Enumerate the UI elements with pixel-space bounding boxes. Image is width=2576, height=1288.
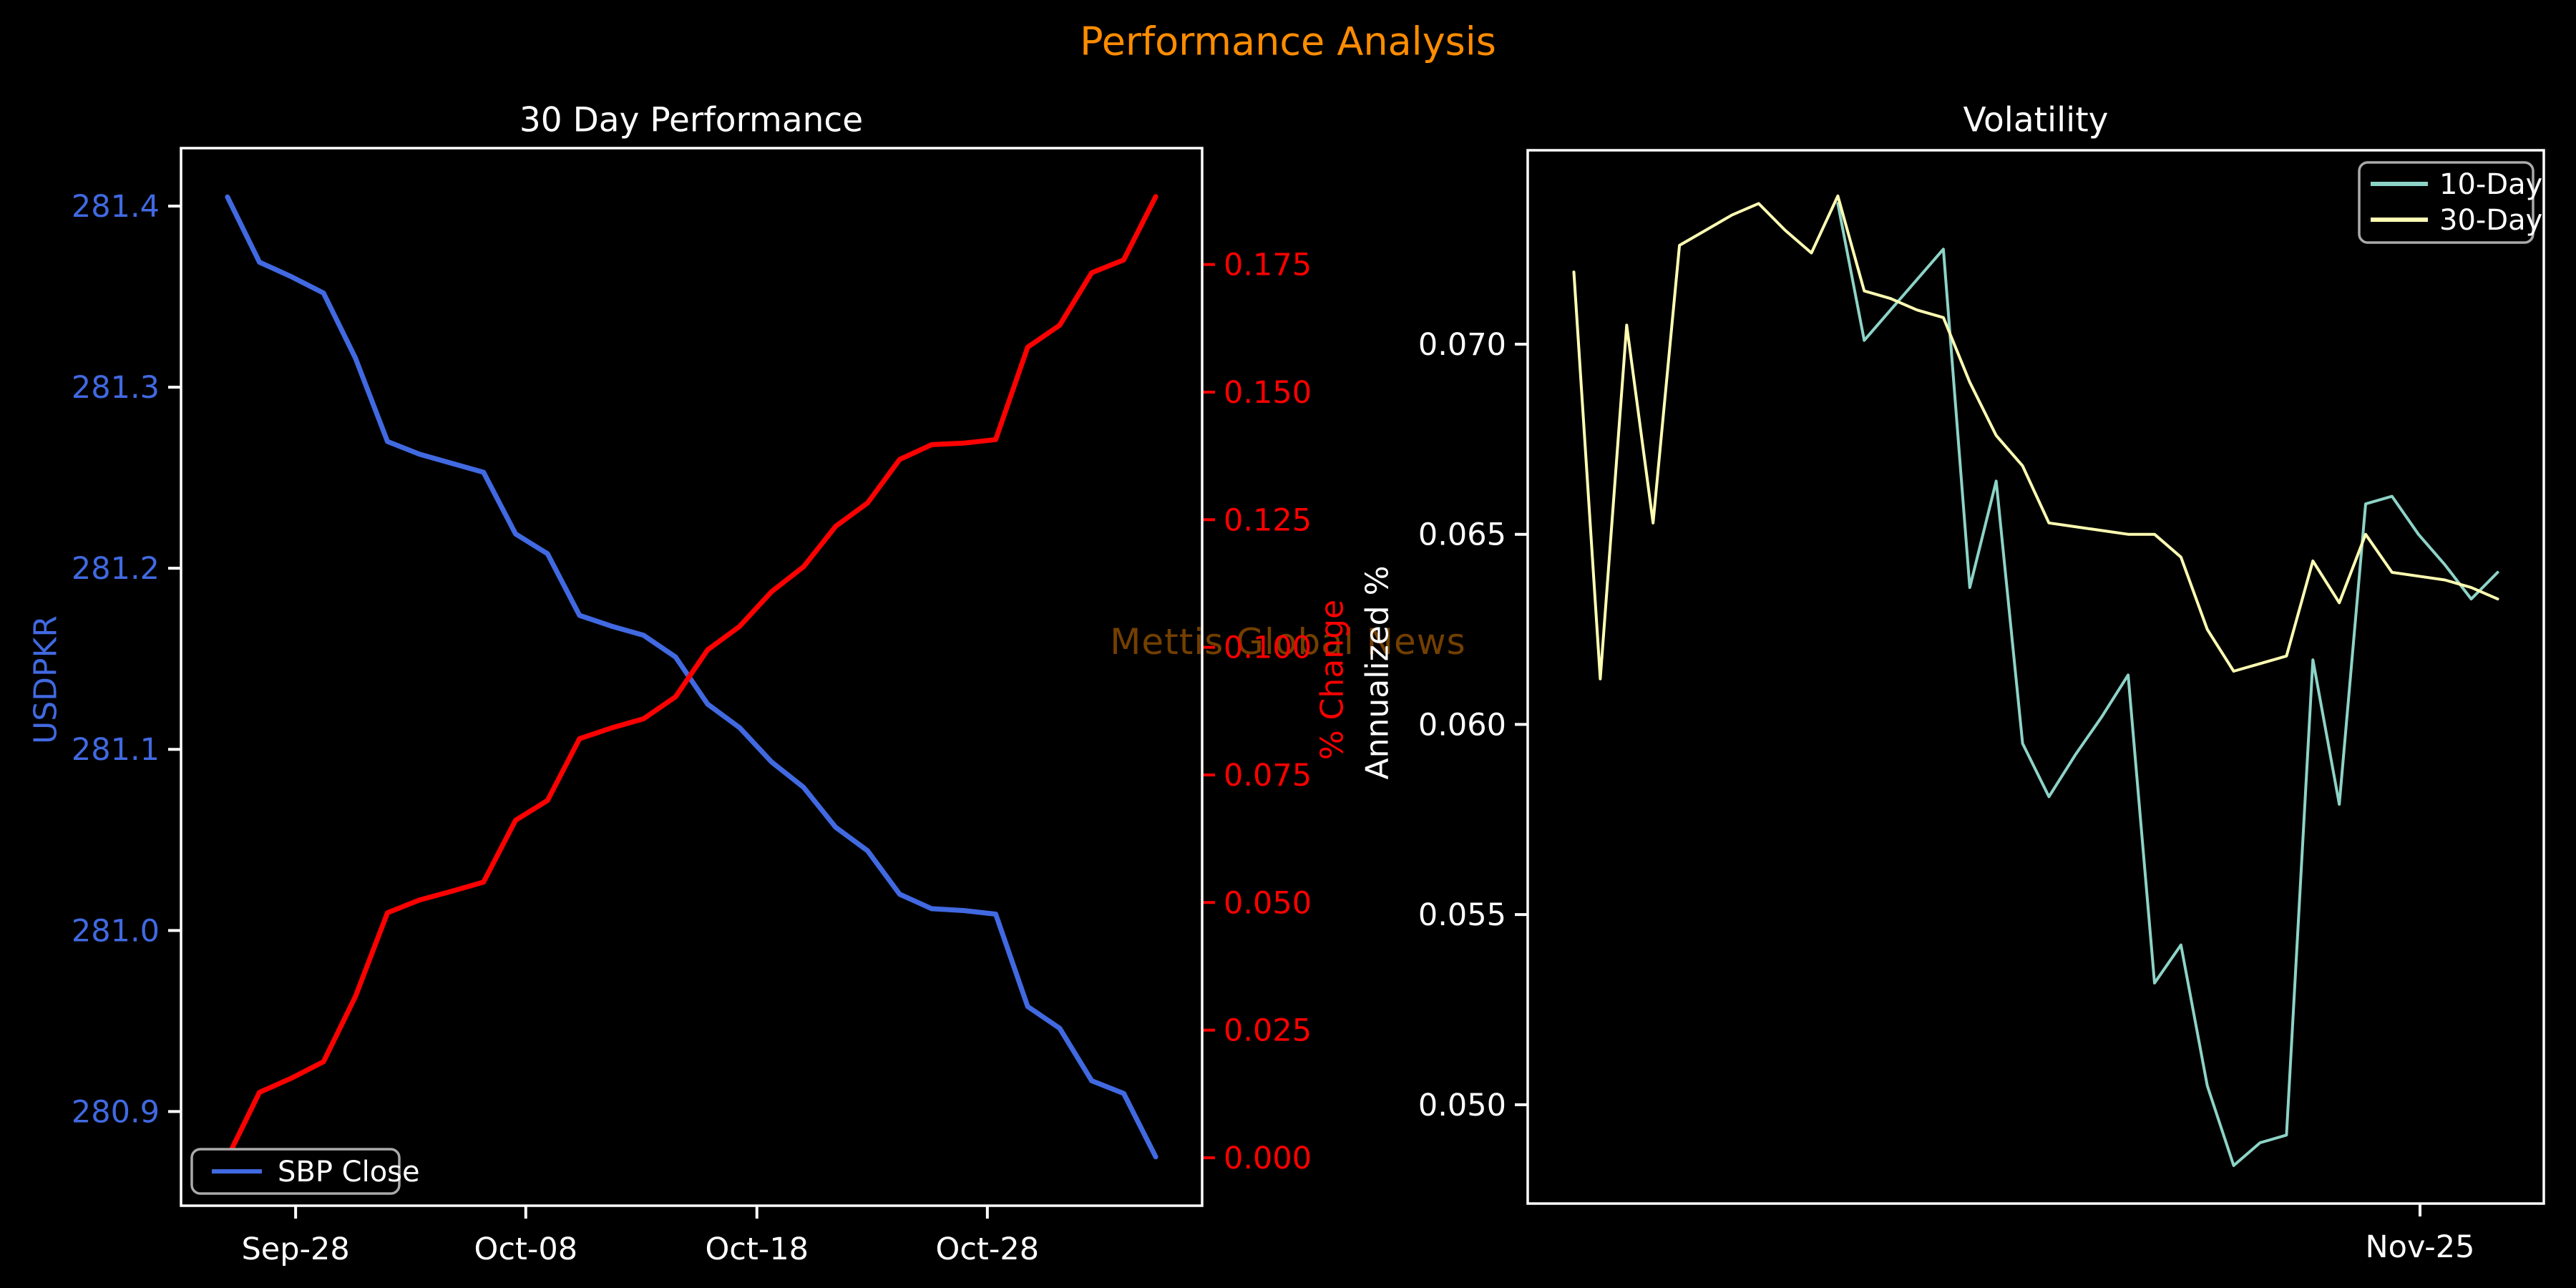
right-chart-title: Volatility <box>1963 100 2109 140</box>
watermark-text: Mettis Global News <box>1110 621 1466 663</box>
y-tick-label: 281.1 <box>72 732 160 768</box>
figure-title: Performance Analysis <box>1080 19 1496 64</box>
plot-border <box>180 147 1204 1207</box>
chart-1: 0.050 0.055 0.060 0.065 0.070 Nov-25 10-Day30-… <box>1418 149 2545 1265</box>
x-tick-label: Sep-28 <box>242 1231 350 1267</box>
right-chart-y-axis-label: Annualized % <box>1359 565 1396 780</box>
legend-label: SBP Close <box>278 1156 420 1189</box>
x-tick-label: Oct-28 <box>936 1231 1040 1267</box>
y-tick-label: 0.060 <box>1418 707 1506 743</box>
series-line-10-day <box>1836 202 2499 1167</box>
series-line-30-day <box>1572 194 2499 680</box>
y-tick-label: 0.050 <box>1418 1088 1506 1123</box>
series-line-sbp-close <box>225 194 1158 1160</box>
y-tick-label-right: 0.025 <box>1224 1013 1312 1049</box>
y-tick-label: 280.9 <box>72 1094 160 1130</box>
y-tick-label-right: 0.100 <box>1224 630 1312 666</box>
left-chart-right-y-axis-label: % Change <box>1314 599 1351 761</box>
legend-box <box>190 1148 401 1195</box>
y-tick-label-right: 0.150 <box>1224 375 1312 411</box>
y-tick-label: 281.3 <box>72 370 160 406</box>
y-tick-label: 281.2 <box>72 551 160 587</box>
left-chart-y-axis-label: USDPKR <box>27 615 64 744</box>
y-tick-label: 0.070 <box>1418 327 1506 363</box>
x-tick-label: Oct-18 <box>705 1231 809 1267</box>
chart-0: 280.9 281.0 281.1 281.2 281.3 281.4 0.000 0.025… <box>72 147 1312 1267</box>
y-tick-label-right: 0.125 <box>1224 502 1312 538</box>
y-tick-label-right: 0.050 <box>1224 885 1312 921</box>
y-tick-label: 281.0 <box>72 913 160 949</box>
legend-label: 10-Day <box>2439 168 2542 201</box>
y-tick-label: 0.065 <box>1418 517 1506 553</box>
left-chart-title: 30 Day Performance <box>519 100 864 140</box>
x-tick-label: Oct-08 <box>474 1231 577 1267</box>
y-tick-label-right: 0.075 <box>1224 758 1312 794</box>
legend-label: 30-Day <box>2439 204 2542 237</box>
y-tick-label-right: 0.000 <box>1224 1141 1312 1176</box>
series-line--change <box>225 194 1158 1161</box>
y-tick-label: 281.4 <box>72 189 160 225</box>
plot-border <box>1526 149 2545 1205</box>
y-tick-label-right: 0.175 <box>1224 248 1312 283</box>
y-tick-label: 0.055 <box>1418 897 1506 933</box>
x-tick-label: Nov-25 <box>2366 1229 2475 1265</box>
